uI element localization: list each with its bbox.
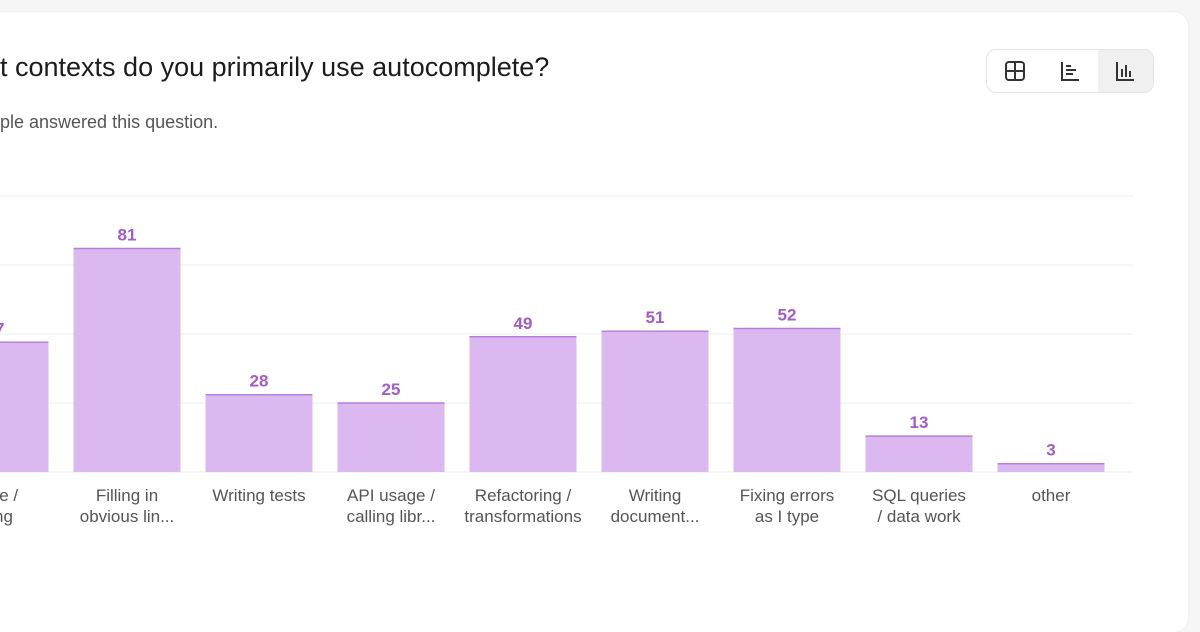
bar <box>205 394 313 472</box>
x-tick-label: SQL queries <box>872 486 966 505</box>
chart: 47 plate / lding 81 Filling in obvious lin...… <box>0 195 1133 526</box>
card <box>0 12 1188 632</box>
x-tick-label: calling libr... <box>347 507 436 526</box>
value-label: 49 <box>514 314 533 333</box>
question-title: t contexts do you primarily use autocomp… <box>0 52 550 82</box>
value-label: 51 <box>646 308 665 327</box>
x-tick-label: document... <box>611 507 700 526</box>
table-view-button[interactable] <box>987 50 1042 92</box>
bar <box>601 331 709 472</box>
vertical-bar-button[interactable] <box>1097 50 1153 92</box>
x-tick-label: Filling in <box>96 486 158 505</box>
bar <box>733 328 841 472</box>
view-toggle <box>986 49 1154 93</box>
x-tick-label: transformations <box>464 507 581 526</box>
horizontal-bar-button[interactable] <box>1042 50 1097 92</box>
vbar-icon <box>1116 62 1135 81</box>
value-label: 25 <box>382 380 401 399</box>
bar <box>73 248 181 472</box>
bar <box>865 436 973 472</box>
x-tick-label: Refactoring / <box>475 486 572 505</box>
value-label: 13 <box>910 413 929 432</box>
x-tick-label: Fixing errors <box>740 486 834 505</box>
bar <box>469 336 577 472</box>
x-tick-label: as I type <box>755 507 819 526</box>
x-tick-label: lding <box>0 507 13 526</box>
value-label: 28 <box>250 372 269 391</box>
x-tick-label: / data work <box>877 507 961 526</box>
value-label: 47 <box>0 319 4 338</box>
page: t contexts do you primarily use autocomp… <box>0 49 1154 526</box>
x-tick-label: other <box>1032 486 1071 505</box>
bar <box>337 403 445 472</box>
x-tick-label: plate / <box>0 486 18 505</box>
x-tick-label: Writing <box>629 486 682 505</box>
value-label: 3 <box>1046 441 1055 460</box>
value-label: 52 <box>778 305 797 324</box>
bar <box>997 463 1105 472</box>
bar <box>0 342 49 472</box>
grid-icon <box>1004 61 1025 81</box>
value-label: 81 <box>118 225 137 244</box>
response-count: ple answered this question. <box>0 112 219 132</box>
x-tick-label: API usage / <box>347 486 435 505</box>
x-tick-label: Writing tests <box>212 486 305 505</box>
hbar-icon <box>1060 62 1079 81</box>
x-tick-label: obvious lin... <box>80 507 175 526</box>
